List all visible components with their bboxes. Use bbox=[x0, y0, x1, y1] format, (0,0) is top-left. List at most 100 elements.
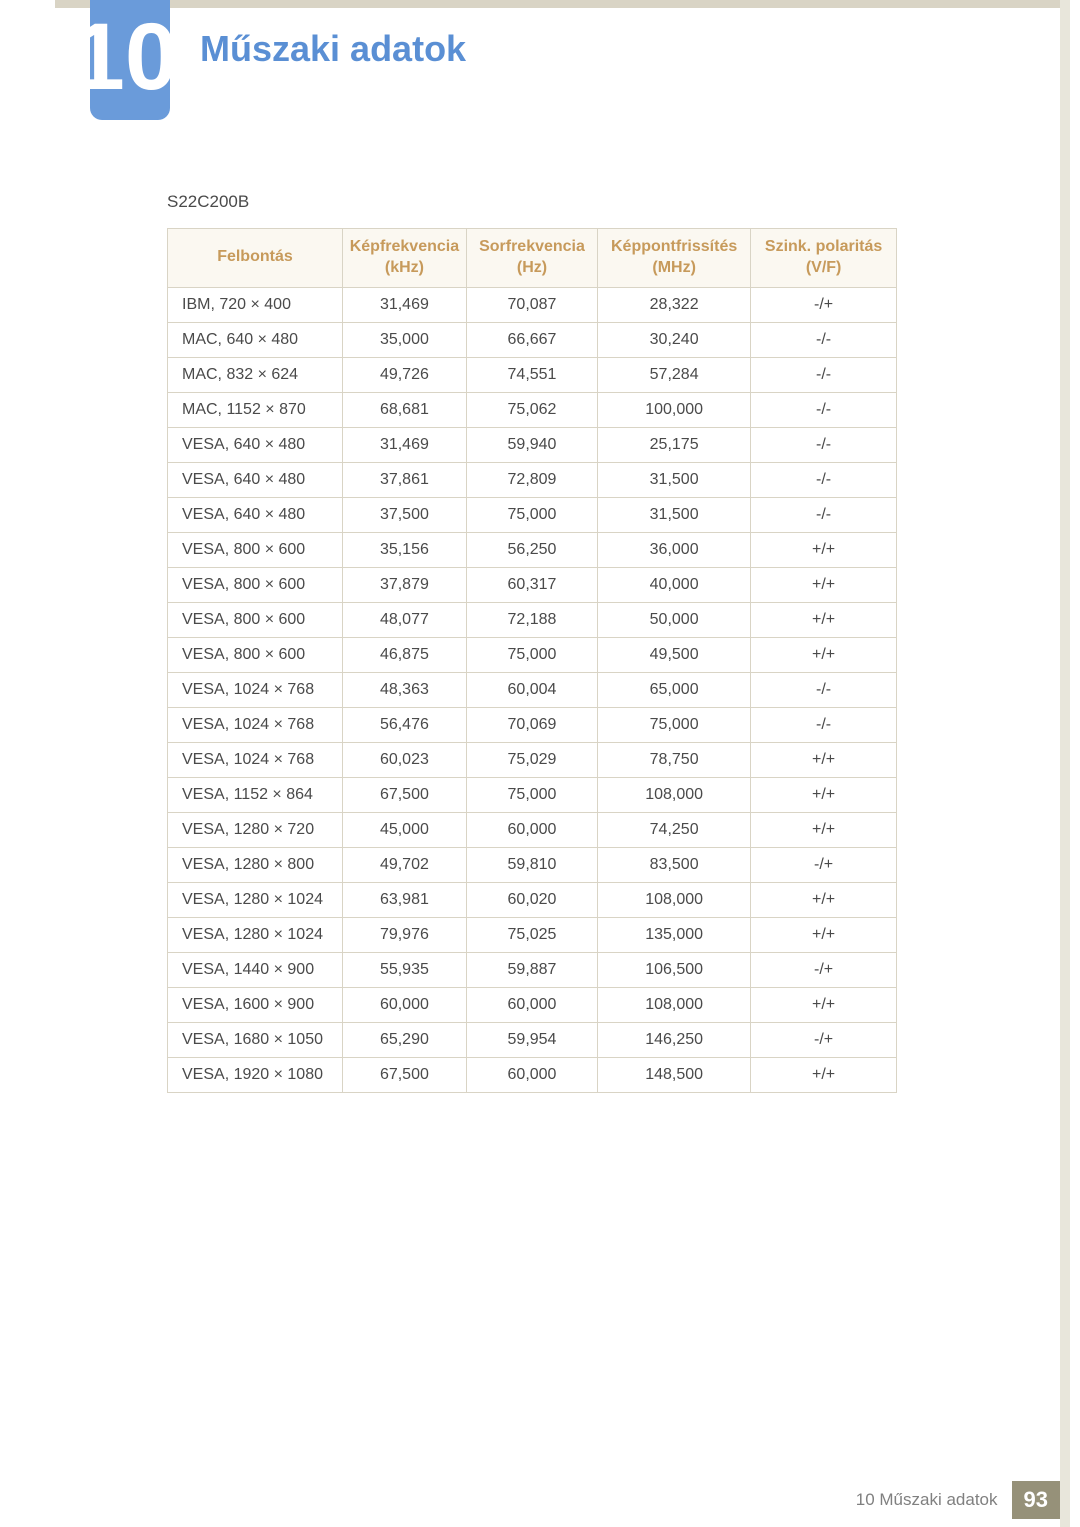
table-row: VESA, 1280 × 80049,70259,81083,500-/+ bbox=[168, 847, 897, 882]
table-cell: -/+ bbox=[751, 1022, 897, 1057]
table-cell: 65,290 bbox=[342, 1022, 466, 1057]
table-cell: 60,000 bbox=[466, 987, 597, 1022]
spec-table: Felbontás Képfrekvencia(kHz) Sorfrekvenc… bbox=[167, 228, 897, 1093]
table-cell: 30,240 bbox=[598, 322, 751, 357]
right-accent-band bbox=[1060, 0, 1070, 1527]
col-header-resolution: Felbontás bbox=[168, 229, 343, 288]
table-cell: 67,500 bbox=[342, 777, 466, 812]
table-cell: 31,500 bbox=[598, 462, 751, 497]
table-cell: VESA, 1280 × 800 bbox=[168, 847, 343, 882]
table-cell: 48,077 bbox=[342, 602, 466, 637]
table-cell: 67,500 bbox=[342, 1057, 466, 1092]
table-cell: 28,322 bbox=[598, 287, 751, 322]
table-cell: -/- bbox=[751, 462, 897, 497]
table-cell: 40,000 bbox=[598, 567, 751, 602]
table-cell: 75,000 bbox=[598, 707, 751, 742]
table-cell: VESA, 1024 × 768 bbox=[168, 672, 343, 707]
table-row: VESA, 1600 × 90060,00060,000108,000+/+ bbox=[168, 987, 897, 1022]
table-cell: 74,551 bbox=[466, 357, 597, 392]
table-cell: VESA, 1280 × 720 bbox=[168, 812, 343, 847]
table-cell: 56,476 bbox=[342, 707, 466, 742]
table-cell: VESA, 800 × 600 bbox=[168, 532, 343, 567]
table-cell: 60,023 bbox=[342, 742, 466, 777]
table-body: IBM, 720 × 40031,46970,08728,322-/+MAC, … bbox=[168, 287, 897, 1092]
table-cell: 60,004 bbox=[466, 672, 597, 707]
table-cell: 78,750 bbox=[598, 742, 751, 777]
table-cell: +/+ bbox=[751, 777, 897, 812]
table-row: VESA, 1280 × 102479,97675,025135,000+/+ bbox=[168, 917, 897, 952]
table-cell: -/+ bbox=[751, 847, 897, 882]
table-cell: VESA, 800 × 600 bbox=[168, 637, 343, 672]
table-cell: +/+ bbox=[751, 1057, 897, 1092]
table-cell: 108,000 bbox=[598, 882, 751, 917]
page-number: 93 bbox=[1012, 1481, 1060, 1519]
table-cell: 75,000 bbox=[466, 637, 597, 672]
table-cell: -/- bbox=[751, 497, 897, 532]
table-row: IBM, 720 × 40031,46970,08728,322-/+ bbox=[168, 287, 897, 322]
table-row: VESA, 1280 × 102463,98160,020108,000+/+ bbox=[168, 882, 897, 917]
table-cell: 70,087 bbox=[466, 287, 597, 322]
table-cell: 45,000 bbox=[342, 812, 466, 847]
table-row: VESA, 1024 × 76856,47670,06975,000-/- bbox=[168, 707, 897, 742]
table-cell: IBM, 720 × 400 bbox=[168, 287, 343, 322]
table-cell: 36,000 bbox=[598, 532, 751, 567]
table-row: VESA, 1920 × 108067,50060,000148,500+/+ bbox=[168, 1057, 897, 1092]
table-cell: VESA, 640 × 480 bbox=[168, 462, 343, 497]
table-cell: 49,500 bbox=[598, 637, 751, 672]
col-header-vfreq: Sorfrekvencia(Hz) bbox=[466, 229, 597, 288]
table-cell: 35,000 bbox=[342, 322, 466, 357]
table-cell: VESA, 800 × 600 bbox=[168, 602, 343, 637]
table-cell: VESA, 800 × 600 bbox=[168, 567, 343, 602]
table-cell: 75,029 bbox=[466, 742, 597, 777]
table-cell: +/+ bbox=[751, 917, 897, 952]
chapter-header: 10 Műszaki adatok bbox=[90, 0, 466, 70]
table-cell: VESA, 1024 × 768 bbox=[168, 742, 343, 777]
table-cell: -/- bbox=[751, 322, 897, 357]
table-cell: VESA, 1680 × 1050 bbox=[168, 1022, 343, 1057]
table-cell: +/+ bbox=[751, 532, 897, 567]
table-cell: MAC, 832 × 624 bbox=[168, 357, 343, 392]
table-cell: 55,935 bbox=[342, 952, 466, 987]
table-cell: -/+ bbox=[751, 287, 897, 322]
table-cell: 63,981 bbox=[342, 882, 466, 917]
table-row: VESA, 1152 × 86467,50075,000108,000+/+ bbox=[168, 777, 897, 812]
table-row: VESA, 1024 × 76860,02375,02978,750+/+ bbox=[168, 742, 897, 777]
table-row: MAC, 832 × 62449,72674,55157,284-/- bbox=[168, 357, 897, 392]
table-cell: 148,500 bbox=[598, 1057, 751, 1092]
table-cell: +/+ bbox=[751, 602, 897, 637]
table-cell: 60,020 bbox=[466, 882, 597, 917]
table-row: MAC, 640 × 48035,00066,66730,240-/- bbox=[168, 322, 897, 357]
table-cell: 75,062 bbox=[466, 392, 597, 427]
table-cell: +/+ bbox=[751, 812, 897, 847]
table-row: VESA, 640 × 48037,50075,00031,500-/- bbox=[168, 497, 897, 532]
table-cell: VESA, 1440 × 900 bbox=[168, 952, 343, 987]
table-cell: 31,469 bbox=[342, 427, 466, 462]
table-cell: 72,188 bbox=[466, 602, 597, 637]
footer: 10 Műszaki adatok 93 bbox=[856, 1481, 1080, 1519]
table-cell: +/+ bbox=[751, 742, 897, 777]
table-cell: 25,175 bbox=[598, 427, 751, 462]
table-cell: 59,887 bbox=[466, 952, 597, 987]
table-row: VESA, 1680 × 105065,29059,954146,250-/+ bbox=[168, 1022, 897, 1057]
table-cell: +/+ bbox=[751, 987, 897, 1022]
table-cell: VESA, 1024 × 768 bbox=[168, 707, 343, 742]
chapter-number: 10 bbox=[72, 10, 178, 105]
table-cell: 65,000 bbox=[598, 672, 751, 707]
table-row: VESA, 1280 × 72045,00060,00074,250+/+ bbox=[168, 812, 897, 847]
footer-section-label: 10 Műszaki adatok bbox=[856, 1490, 998, 1510]
table-row: VESA, 1440 × 90055,93559,887106,500-/+ bbox=[168, 952, 897, 987]
table-cell: 146,250 bbox=[598, 1022, 751, 1057]
table-cell: 31,500 bbox=[598, 497, 751, 532]
table-cell: 60,000 bbox=[466, 1057, 597, 1092]
table-cell: +/+ bbox=[751, 882, 897, 917]
col-header-pixelclock: Képpontfrissítés(MHz) bbox=[598, 229, 751, 288]
table-row: VESA, 1024 × 76848,36360,00465,000-/- bbox=[168, 672, 897, 707]
table-cell: 75,000 bbox=[466, 497, 597, 532]
table-row: VESA, 800 × 60046,87575,00049,500+/+ bbox=[168, 637, 897, 672]
table-cell: -/+ bbox=[751, 952, 897, 987]
table-row: VESA, 800 × 60035,15656,25036,000+/+ bbox=[168, 532, 897, 567]
table-cell: VESA, 1920 × 1080 bbox=[168, 1057, 343, 1092]
table-cell: 37,861 bbox=[342, 462, 466, 497]
table-row: VESA, 640 × 48037,86172,80931,500-/- bbox=[168, 462, 897, 497]
table-cell: 83,500 bbox=[598, 847, 751, 882]
